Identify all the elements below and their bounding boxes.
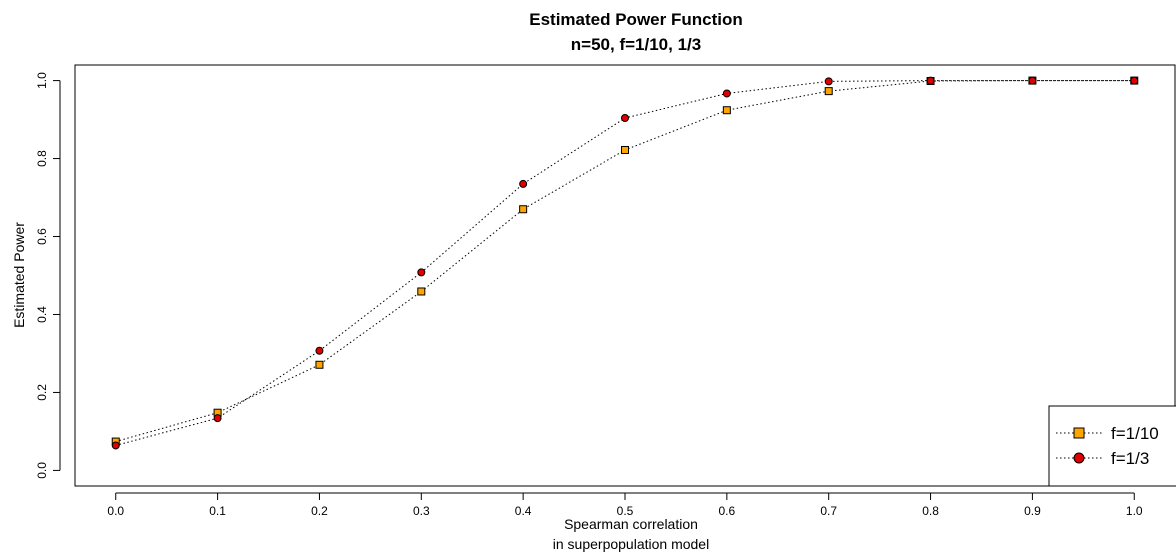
data-point-square [315,360,324,369]
data-point-circle [926,76,935,85]
chart-subtitle: n=50, f=1/10, 1/3 [571,35,701,54]
chart-title: Estimated Power Function [529,10,742,29]
series-line [115,80,1135,443]
x-tick-label: 0.7 [820,504,837,518]
plot-frame [74,64,1176,487]
data-point-square [621,145,629,154]
y-tick-label: 0.4 [35,306,49,323]
x-tick-label: 0.6 [719,504,736,518]
y-axis: 0.0 0.2 0.4 0.6 0.8 1.0 [35,72,61,479]
x-tick-label: 1.0 [1126,504,1143,518]
data-point-square [824,87,833,96]
x-tick-label: 0.4 [515,504,532,518]
data-point-square [722,106,731,115]
legend: f=1/10 f=1/3 [1048,405,1176,487]
data-point-circle [417,268,426,277]
x-tick-label: 0.8 [922,504,939,518]
y-tick-label: 0.2 [35,384,49,401]
data-point-circle [824,77,833,86]
legend-circle-marker [1073,452,1085,464]
y-tick-label: 0.6 [35,228,49,245]
y-tick-label: 1.0 [35,72,49,89]
data-point-circle [519,179,528,188]
series-circle [115,80,1135,446]
data-point-circle [315,346,324,355]
series-square-points [111,76,1139,446]
legend-label-f-1-10: f=1/10 [1111,424,1159,443]
x-tick-label: 0.1 [209,504,226,518]
series-line [115,80,1135,446]
x-axis-label-line2: in superpopulation model [553,536,709,552]
x-tick-label: 0.0 [107,504,124,518]
legend-label-f-1-3: f=1/3 [1111,449,1149,468]
data-point-circle [1028,76,1037,85]
data-point-circle [111,441,120,450]
data-point-circle [722,89,731,98]
data-point-circle [213,414,222,423]
data-point-circle [1130,76,1139,85]
y-axis-label: Estimated Power [11,222,27,328]
x-tick-label: 0.3 [413,504,430,518]
y-tick-label: 0.0 [35,462,49,479]
data-point-square [417,287,426,296]
x-tick-label: 0.9 [1024,504,1041,518]
series-square [115,80,1135,443]
x-tick-label: 0.5 [617,504,634,518]
x-axis-label-line1: Spearman correlation [564,516,698,532]
x-axis: 0.0 0.1 0.2 0.3 0.4 0.5 0.6 0.7 0.8 0.9 1.0 [107,492,1143,518]
legend-square-marker [1073,427,1085,439]
data-point-circle [621,114,629,123]
data-point-square [519,205,528,214]
y-tick-label: 0.8 [35,150,49,167]
series-layer [111,76,1139,450]
x-tick-label: 0.2 [311,504,328,518]
legend-box [1048,405,1176,487]
series-circle-points [111,76,1139,450]
